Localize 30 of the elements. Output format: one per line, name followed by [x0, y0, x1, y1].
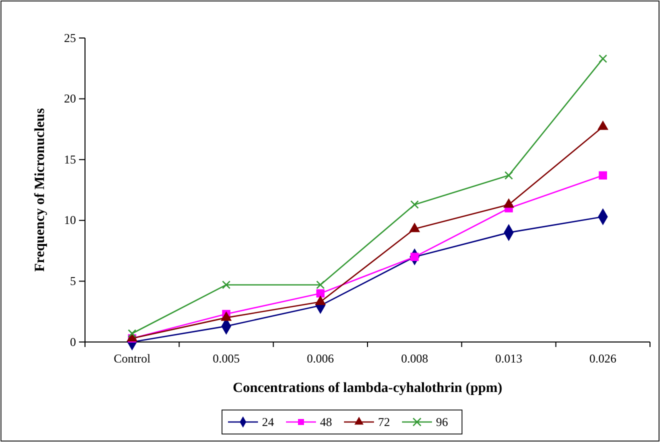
legend-label: 24: [262, 415, 274, 429]
x-tick-label: 0.006: [306, 352, 334, 366]
x-axis-title: Concentrations of lambda-cyhalothrin (ppm): [232, 381, 503, 396]
x-tick-label: 0.008: [401, 352, 428, 366]
point: [222, 280, 231, 290]
point: [128, 329, 136, 338]
point: [503, 198, 514, 208]
point: [598, 54, 608, 63]
point: [316, 280, 325, 290]
legend-label: 48: [320, 415, 332, 429]
y-tick-label: 20: [64, 92, 76, 106]
x-tick-label: 0.005: [212, 352, 240, 366]
y-tick-label: 10: [64, 213, 76, 228]
point: [410, 200, 419, 209]
y-tick-label: 25: [64, 30, 76, 45]
legend-label: 96: [436, 415, 448, 429]
point: [409, 222, 420, 232]
point: [598, 171, 608, 180]
point: [220, 311, 232, 321]
point: [316, 289, 325, 298]
x-tick-label: 0.013: [495, 352, 522, 366]
x-tick-label: Control: [114, 352, 152, 366]
y-tick-label: 15: [64, 152, 76, 166]
y-axis-title: Frequency of Micronucleus: [33, 108, 48, 272]
x-tick-label: 0.026: [589, 352, 616, 366]
point: [314, 296, 326, 306]
point: [504, 171, 514, 180]
y-tick-label: 5: [70, 274, 76, 288]
legend-label: 72: [378, 415, 390, 429]
y-tick-label: 0: [70, 334, 76, 349]
